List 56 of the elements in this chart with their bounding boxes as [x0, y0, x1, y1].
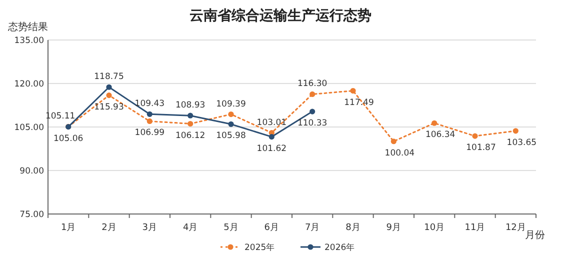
point: [350, 88, 356, 94]
y-tick-label: 105.00: [14, 123, 44, 133]
x-tick-label: 3月: [142, 223, 158, 233]
y-tick-label: 120.00: [14, 80, 44, 90]
data-label: 117.49: [344, 98, 374, 108]
data-label: 100.04: [384, 148, 415, 158]
point: [472, 133, 478, 139]
point: [432, 120, 438, 126]
point: [228, 111, 234, 118]
data-label: 101.87: [466, 143, 496, 154]
x-tick-label: 11月: [464, 223, 486, 233]
point: [310, 91, 316, 98]
y-tick-label: 90.00: [20, 166, 44, 176]
x-tick-label: 5月: [224, 223, 238, 233]
x-axis-title: 月份: [525, 230, 545, 241]
point: [390, 138, 396, 144]
data-label: 105.06: [53, 134, 84, 144]
x-tick-label: 12月: [505, 223, 526, 233]
legend-label: 2025年: [244, 242, 276, 253]
y-axis-title: 态势结果: [7, 21, 48, 33]
x-tick-label: 9月: [386, 223, 402, 233]
data-label: 109.39: [216, 99, 246, 110]
data-label: 108.93: [175, 100, 206, 111]
point: [310, 108, 316, 114]
legend-label: 2026年: [324, 242, 356, 253]
x-tick-label: 4月: [182, 223, 198, 233]
point: [188, 120, 194, 127]
x-tick-label: 1月: [60, 223, 76, 233]
x-tick-label: 7月: [304, 223, 320, 233]
data-label: 103.65: [506, 138, 537, 148]
point: [106, 92, 112, 98]
data-label: 103.01: [256, 118, 287, 128]
chart-title: 云南省综合运输生产运行态势: [190, 7, 372, 24]
data-label: 105.98: [216, 131, 246, 142]
x-tick-label: 8月: [346, 223, 360, 233]
y-tick-label: 135.00: [14, 36, 44, 46]
data-label: 116.30: [297, 79, 328, 90]
data-label: 115.93: [94, 102, 124, 112]
data-label: 106.99: [134, 128, 165, 138]
data-label: 109.43: [134, 99, 165, 110]
data-label: 106.34: [425, 130, 456, 140]
data-label: 106.12: [175, 130, 206, 141]
point: [146, 111, 152, 117]
data-label: 118.75: [94, 72, 124, 82]
x-tick-label: 6月: [264, 223, 280, 233]
x-tick-label: 10月: [424, 223, 445, 233]
data-label: 110.33: [297, 118, 328, 129]
point: [512, 128, 518, 134]
point: [188, 112, 194, 118]
y-tick-label: 75.00: [20, 210, 44, 220]
point: [146, 118, 152, 124]
point: [228, 121, 234, 127]
x-tick-label: 2月: [102, 223, 116, 233]
data-label: 101.62: [256, 144, 287, 154]
point: [268, 134, 274, 140]
point: [106, 84, 112, 90]
